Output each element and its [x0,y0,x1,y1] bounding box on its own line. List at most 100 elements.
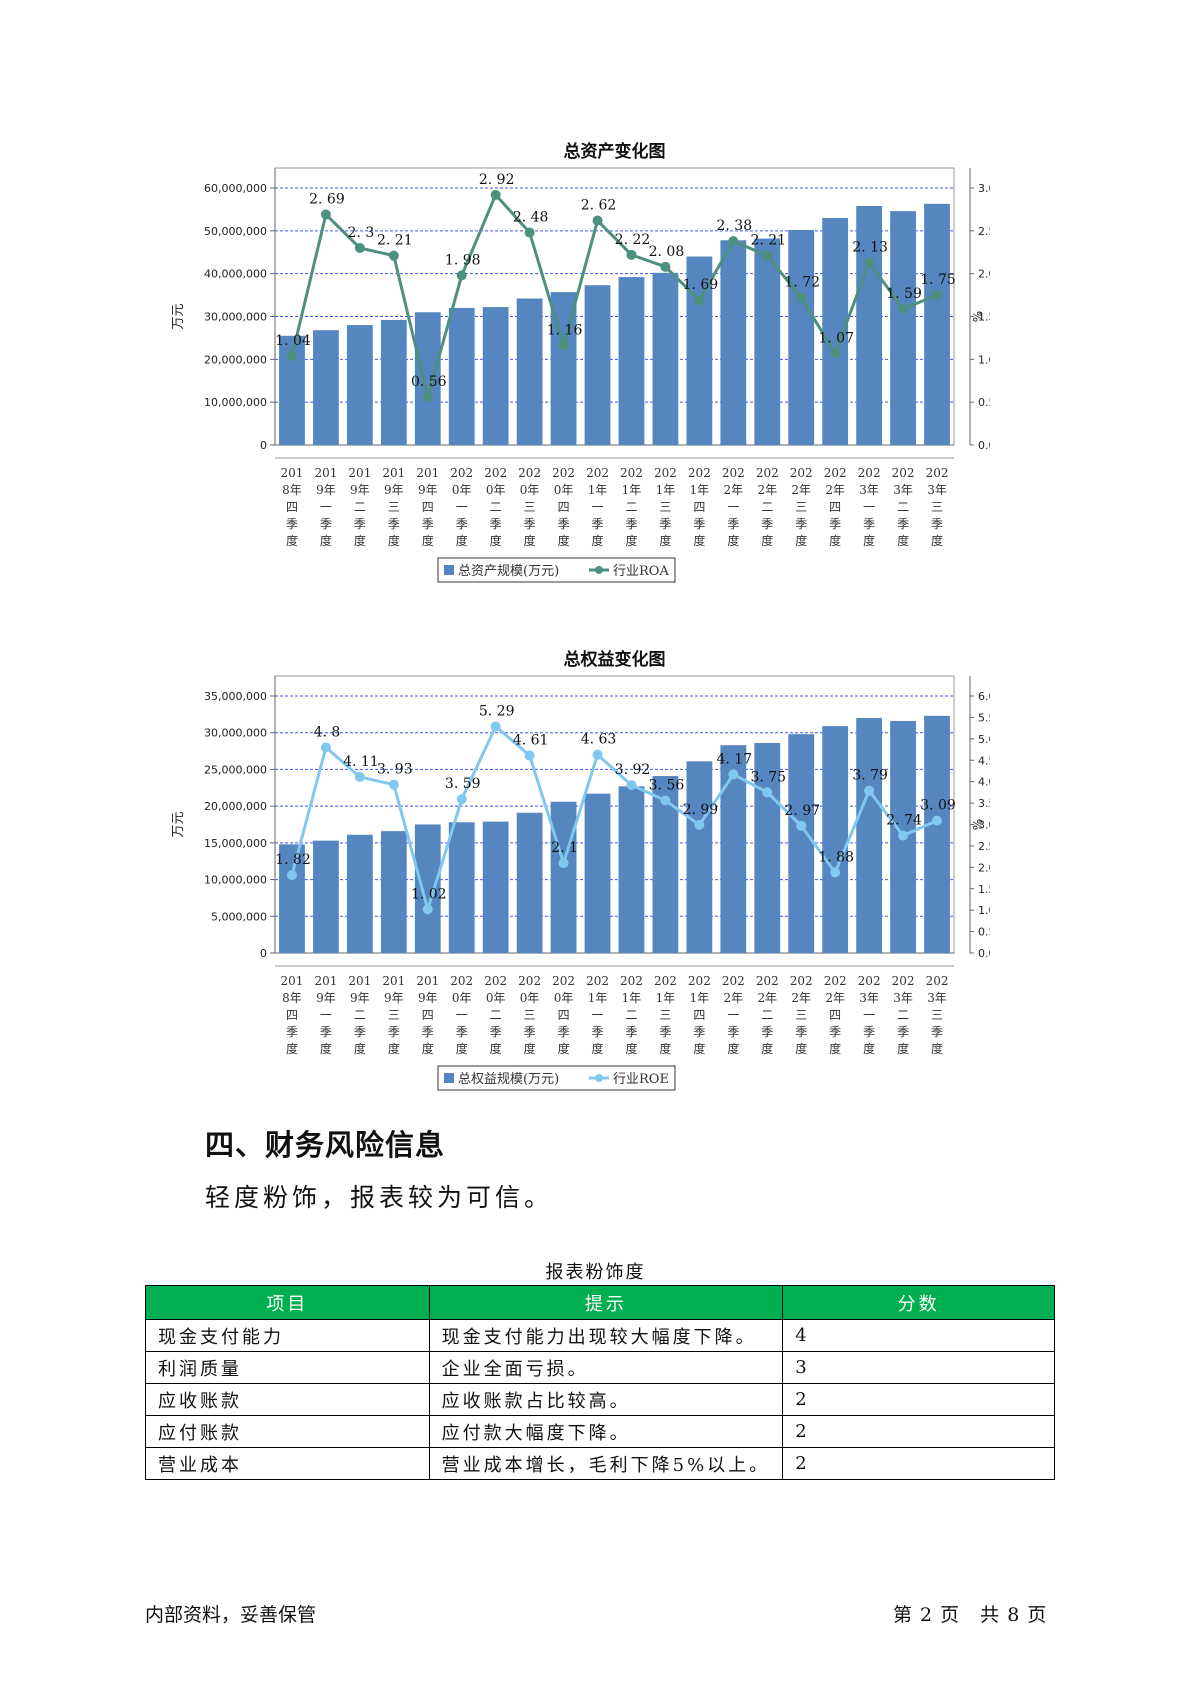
data-label: 5. 29 [479,703,515,719]
x-tick-label: 度 [490,1041,502,1056]
x-tick-label: 四 [558,1008,570,1022]
line-point [932,815,943,826]
x-tick-label: 201 [281,466,304,480]
x-tick-label: 三 [931,1008,943,1022]
x-tick-label: 度 [795,533,807,548]
x-tick-label: 202 [450,466,473,480]
data-label: 4. 11 [343,754,379,770]
x-tick-label: 四 [829,500,841,514]
x-tick-label: 202 [858,466,881,480]
y-tick-label-right: 4.5 [978,754,990,767]
total-equity-chart-svg: 总权益变化图 0 5,000,000 10,000,000 15,000,000 20,0… [171,649,990,1091]
x-tick-label: 季 [592,517,604,531]
bar [754,742,781,953]
line-point [694,819,705,830]
x-tick-label: 四 [422,500,434,514]
x-tick-label: 1年 [622,991,642,1005]
row-hint: 应收账款占比较高。 [428,1383,784,1416]
x-tick-label: 9年 [418,991,438,1005]
x-tick-label: 8年 [282,991,302,1005]
legend-line-marker [595,1074,603,1082]
x-tick-label: 201 [348,974,371,988]
data-label: 2. 21 [377,233,413,249]
x-tick-label: 三 [524,500,536,514]
x-tick-label: 季 [829,517,841,531]
bar [550,801,577,953]
x-tick-label: 度 [897,1041,909,1056]
x-tick-label: 2年 [825,991,845,1005]
x-tick-label: 季 [625,517,637,531]
y-tick-label-right: 2.5 [978,225,990,238]
bar [618,786,645,953]
risk-table: 项目 提示 分数 现金支付能力 现金支付能力出现较大幅度下降。 4 利润质量 企… [145,1285,1055,1480]
x-tick-label: 度 [388,533,400,548]
x-tick-label: 2年 [757,991,777,1005]
x-tick-label: 四 [693,1008,705,1022]
x-tick-label: 201 [314,466,337,480]
bar [482,821,509,953]
legend-bar-swatch [444,565,454,575]
y-tick-label-right: 3.0 [978,819,990,832]
x-tick-label: 度 [320,1041,332,1056]
x-tick-label: 度 [558,1041,570,1056]
x-tick-label: 度 [659,533,671,548]
x-tick-label: 季 [693,1025,705,1039]
line-point [456,794,467,805]
data-label: 2. 99 [683,802,719,818]
data-label: 2. 74 [886,813,922,829]
x-tick-label: 度 [625,533,637,548]
x-tick-label: 3年 [893,483,913,497]
y-tick-label-right: 0.0 [978,947,990,960]
line-point [592,215,603,226]
row-item: 应付账款 [145,1415,430,1448]
bar [924,203,950,445]
x-tick-label: 一 [592,1008,604,1022]
y-axis-title-left: 万元 [171,303,186,329]
x-tick-label: 201 [281,974,304,988]
bar [584,285,611,445]
x-tick-label: 度 [524,533,536,548]
data-label: 2. 1 [551,840,578,856]
x-tick-label: 度 [795,1041,807,1056]
y-tick-label-right: 2.0 [978,861,990,874]
x-tick-label: 季 [320,1025,332,1039]
data-label: 2. 69 [309,192,345,208]
bar [754,238,781,445]
line-point [864,785,875,796]
y-tick-label-right: 2.0 [978,268,990,281]
row-item: 利润质量 [145,1351,430,1384]
x-tick-label: 9年 [350,991,370,1005]
line-point [864,257,875,268]
data-label: 1. 88 [818,849,854,865]
x-tick-label: 季 [388,1025,400,1039]
x-tick-label: 季 [761,517,773,531]
x-tick-label: 季 [761,1025,773,1039]
x-tick-label: 一 [727,1008,739,1022]
bar [313,330,339,445]
x-tick-label: 四 [286,1008,298,1022]
legend-bar-label: 总资产规模(万元) [458,564,559,579]
x-tick-label: 9年 [418,483,438,497]
x-tick-label: 2年 [825,483,845,497]
x-tick-label: 季 [558,517,570,531]
x-tick-label: 季 [320,517,332,531]
x-tick-label: 二 [490,1008,502,1022]
line-point [660,261,671,272]
x-tick-label: 2年 [791,991,811,1005]
footer-note: 内部资料，妥善保管 [145,1604,317,1626]
row-item: 现金支付能力 [145,1319,430,1352]
x-tick-label: 202 [518,466,541,480]
x-tick-label: 202 [586,466,609,480]
y-tick-label-right: 5.5 [978,711,990,724]
x-tick-label: 二 [761,1008,773,1022]
y-tick-label-right: 1.5 [978,883,990,896]
x-tick-label: 二 [354,500,366,514]
x-tick-label: 一 [863,500,875,514]
chart-title: 总资产变化图 [564,141,666,162]
x-tick-label: 三 [795,500,807,514]
x-tick-label: 季 [863,517,875,531]
table-row: 营业成本 营业成本增长，毛利下降5%以上。 2 [145,1447,1055,1480]
x-tick-label: 202 [790,974,813,988]
x-tick-label: 度 [524,1041,536,1056]
x-tick-label: 3年 [859,483,879,497]
